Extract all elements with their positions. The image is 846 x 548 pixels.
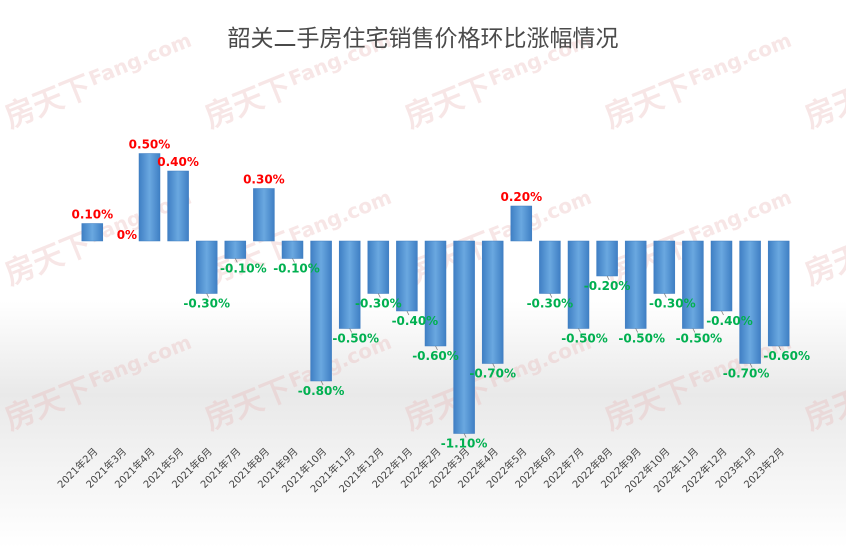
bar [767,240,790,347]
bar [138,153,161,242]
bar [281,240,304,259]
data-label-leader [377,293,381,298]
data-label-leader [578,328,581,333]
bar [253,188,275,242]
bar [338,240,361,329]
data-label-leader [406,310,410,316]
data-label-leader [721,310,724,316]
bar [710,240,733,312]
data-label-leader [320,380,324,386]
data-label-leader [435,345,438,351]
data-label: -0.30% [183,297,230,311]
bar [167,170,189,242]
data-label: -0.40% [706,314,753,328]
data-label-leader [635,328,639,333]
bar [596,240,618,277]
data-label: -0.70% [469,367,516,381]
bar [367,240,390,294]
bar [481,240,504,364]
bar [424,240,447,347]
data-label: -0.50% [561,332,608,346]
bar [453,240,475,434]
data-label: 0.50% [129,138,171,152]
bar [682,240,704,329]
data-label-leader [606,275,610,281]
chart-title: 韶关二手房住宅销售价格环比涨幅情况 [228,26,619,52]
data-label: 0.30% [243,173,285,187]
data-label-leader [349,328,353,333]
data-label-leader [692,328,696,333]
data-label: -0.30% [355,297,402,311]
data-label: -0.50% [676,332,723,346]
data-label-leader [749,363,753,368]
data-label: 0% [117,228,137,242]
data-label-leader [492,363,496,368]
data-label-leader [778,345,782,351]
data-label-leader [234,258,238,263]
data-label-leader [292,258,295,263]
bar [539,240,561,294]
data-label: -1.10% [441,437,488,451]
data-label-leader [663,293,667,298]
data-label-leader [549,293,553,298]
bar [224,240,247,259]
data-label: 0.10% [71,208,113,222]
data-label: -0.10% [220,262,267,276]
data-label: -0.40% [392,314,439,328]
data-label-leader [206,293,210,298]
data-label: -0.30% [649,297,696,311]
data-label: -0.80% [298,384,345,398]
data-label-leader [463,433,467,438]
data-label: -0.50% [618,332,665,346]
data-label: -0.30% [527,297,574,311]
data-label: -0.50% [332,332,379,346]
data-label: -0.10% [273,262,320,276]
bar [510,205,533,242]
data-label: 0.40% [157,155,199,169]
bar [195,240,218,294]
data-label: -0.70% [723,367,770,381]
data-label: -0.20% [584,279,631,293]
bar [81,223,104,242]
bar [739,240,761,364]
data-label: -0.60% [763,349,810,363]
bar [653,240,676,294]
data-label: -0.60% [412,349,459,363]
data-labels-group: 0.10% 0% 0.50% 0.40% -0.30% -0.10% 0.30% -0.10%… [71,138,810,451]
data-label: 0.20% [500,190,542,204]
